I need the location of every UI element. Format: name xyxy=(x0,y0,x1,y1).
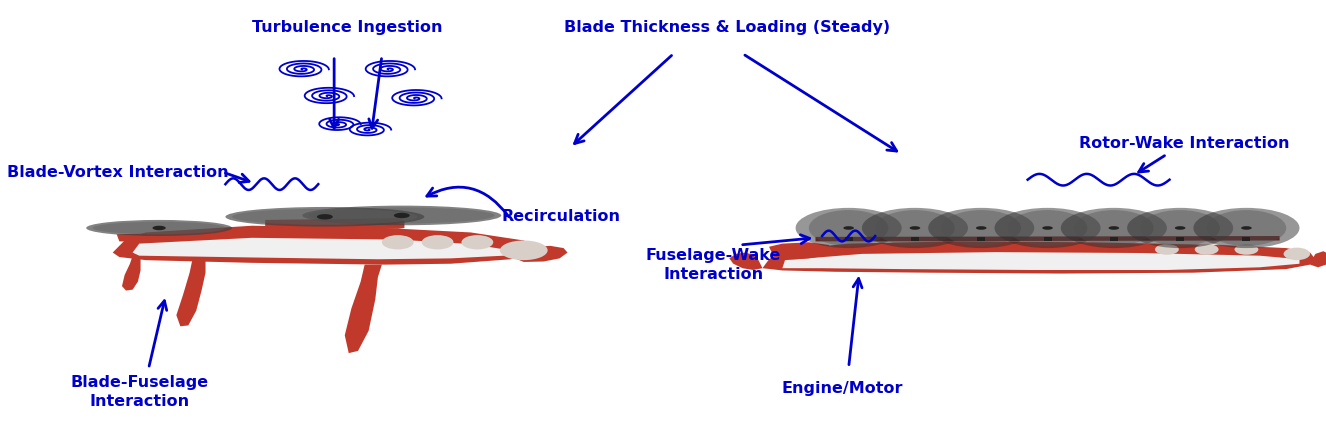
Ellipse shape xyxy=(809,210,888,246)
Ellipse shape xyxy=(1074,210,1154,246)
Polygon shape xyxy=(1044,237,1052,241)
Ellipse shape xyxy=(910,226,920,230)
Polygon shape xyxy=(1310,251,1326,267)
Polygon shape xyxy=(977,237,985,241)
Ellipse shape xyxy=(1127,208,1233,248)
Ellipse shape xyxy=(1008,210,1087,246)
Ellipse shape xyxy=(875,210,955,246)
Ellipse shape xyxy=(1061,208,1167,248)
Ellipse shape xyxy=(1109,226,1119,230)
Polygon shape xyxy=(911,237,919,241)
Ellipse shape xyxy=(1284,248,1310,260)
Text: Blade-Vortex Interaction: Blade-Vortex Interaction xyxy=(7,164,228,180)
Ellipse shape xyxy=(1140,210,1220,246)
Ellipse shape xyxy=(1195,244,1219,255)
Ellipse shape xyxy=(843,226,854,230)
Ellipse shape xyxy=(976,226,987,230)
Ellipse shape xyxy=(1235,244,1258,255)
Text: Blade-Fuselage
Interaction: Blade-Fuselage Interaction xyxy=(70,375,208,409)
Ellipse shape xyxy=(461,235,493,249)
Ellipse shape xyxy=(225,207,424,227)
Ellipse shape xyxy=(862,208,968,248)
Text: Engine/Motor: Engine/Motor xyxy=(781,380,903,396)
Polygon shape xyxy=(176,260,206,326)
Ellipse shape xyxy=(994,208,1101,248)
Ellipse shape xyxy=(317,214,333,219)
Polygon shape xyxy=(815,236,1280,241)
Polygon shape xyxy=(845,237,853,241)
Ellipse shape xyxy=(1207,210,1286,246)
Ellipse shape xyxy=(93,222,225,234)
Polygon shape xyxy=(133,238,511,259)
Text: Recirculation: Recirculation xyxy=(501,209,621,224)
Ellipse shape xyxy=(309,207,495,224)
Ellipse shape xyxy=(1193,208,1299,248)
Ellipse shape xyxy=(500,240,548,260)
Text: Blade Thickness & Loading (Steady): Blade Thickness & Loading (Steady) xyxy=(564,20,890,35)
Polygon shape xyxy=(117,232,206,242)
Polygon shape xyxy=(762,241,1315,274)
Text: Turbulence Ingestion: Turbulence Ingestion xyxy=(252,20,443,35)
Ellipse shape xyxy=(232,209,418,225)
Ellipse shape xyxy=(382,235,414,249)
Ellipse shape xyxy=(796,208,902,248)
Polygon shape xyxy=(769,242,833,259)
Polygon shape xyxy=(782,252,1299,270)
Ellipse shape xyxy=(1175,226,1185,230)
Polygon shape xyxy=(1176,237,1184,241)
Ellipse shape xyxy=(152,226,166,230)
Ellipse shape xyxy=(302,206,501,225)
Ellipse shape xyxy=(928,208,1034,248)
Polygon shape xyxy=(113,226,537,265)
Polygon shape xyxy=(1110,237,1118,241)
Polygon shape xyxy=(517,246,568,262)
Polygon shape xyxy=(1242,237,1250,241)
Ellipse shape xyxy=(1042,226,1053,230)
Ellipse shape xyxy=(394,213,410,218)
Polygon shape xyxy=(122,256,141,291)
Ellipse shape xyxy=(1241,226,1252,230)
Ellipse shape xyxy=(941,210,1021,246)
Ellipse shape xyxy=(422,235,453,249)
Polygon shape xyxy=(265,218,404,229)
Ellipse shape xyxy=(1155,244,1179,255)
Text: Fuselage-Wake
Interaction: Fuselage-Wake Interaction xyxy=(646,248,781,282)
Polygon shape xyxy=(345,265,382,353)
Text: Rotor-Wake Interaction: Rotor-Wake Interaction xyxy=(1079,135,1289,151)
Polygon shape xyxy=(729,253,762,270)
Ellipse shape xyxy=(86,220,232,236)
